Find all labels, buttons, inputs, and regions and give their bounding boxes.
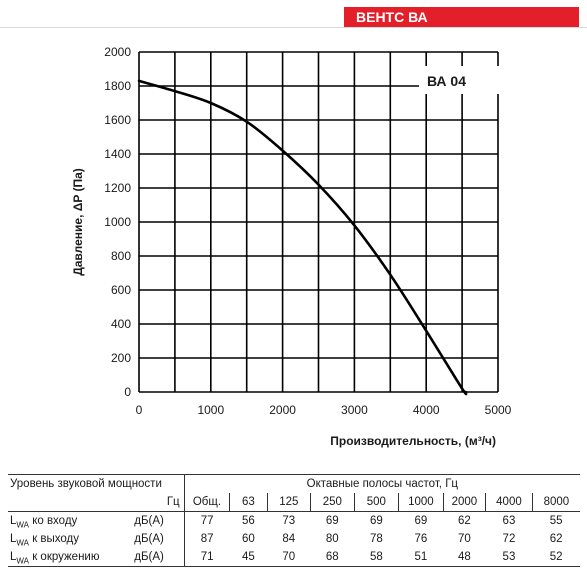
- table-cell: 62: [458, 515, 471, 527]
- performance-curve-layer: [137, 79, 468, 396]
- sound-power-table: Уровень звуковой мощности Октавные полос…: [8, 474, 580, 567]
- col-header: 4000: [485, 493, 533, 512]
- y-axis-title: Давление, ΔP (Па): [71, 168, 85, 276]
- x-tick-label: 2000: [269, 403, 296, 417]
- col-header: 1000: [398, 493, 444, 512]
- table-cell: 70: [458, 533, 471, 545]
- table-cell: 48: [443, 548, 486, 567]
- y-tick-label: 1400: [104, 147, 131, 161]
- y-tick-label: 0: [124, 385, 131, 399]
- y-tick-label: 1000: [104, 215, 131, 229]
- brand-badge: ВЕНТС ВА: [344, 7, 579, 27]
- y-tick-label: 400: [111, 317, 131, 331]
- y-tick-label: 1200: [104, 181, 131, 195]
- row-label: LWA к выходу: [10, 533, 80, 548]
- y-tick-label: 600: [111, 283, 131, 297]
- table-row-outlet: LWA к выходу дБ(А) 87 60 84 80 78 76 70 …: [8, 530, 580, 548]
- row-label: LWA к окружению: [8, 548, 131, 567]
- table-cell: 69: [325, 515, 339, 527]
- table-cell: 87: [183, 530, 230, 548]
- table-cell: 72: [502, 533, 516, 545]
- table-cell: 55: [549, 515, 563, 527]
- x-axis-title: Производительность, (м³/ч): [330, 434, 496, 448]
- model-label: ВА 04: [427, 73, 466, 89]
- unit-hz: Гц: [130, 493, 185, 512]
- x-tick-label: 5000: [485, 403, 512, 417]
- grid: [138, 51, 499, 393]
- table-cell: 77: [183, 511, 230, 530]
- row-unit: дБ(А): [134, 515, 164, 527]
- table-cell: 73: [282, 515, 296, 527]
- y-tick-label: 2000: [104, 45, 131, 59]
- table-cell: 53: [485, 548, 533, 567]
- table-cell: 76: [414, 533, 428, 545]
- x-tick-label: 3000: [341, 403, 368, 417]
- x-tick-label: 4000: [413, 403, 440, 417]
- y-tick-label: 200: [111, 351, 131, 365]
- table-cell: 84: [282, 533, 296, 545]
- table-cell: 56: [241, 515, 255, 527]
- col-header: 63: [229, 493, 268, 512]
- table-cell: 52: [532, 548, 580, 567]
- col-header: 250: [310, 493, 355, 512]
- col-header: 125: [266, 493, 311, 512]
- table-row-surroundings: LWA к окружению дБ(А) 71 45 70 68 58 51 …: [8, 548, 580, 567]
- axis-ticks: 0 1000 2000 3000 4000 5000 0 200 400 600 800 1000 12…: [104, 45, 511, 417]
- header-band: [0, 10, 587, 28]
- y-tick-label: 1800: [104, 79, 131, 93]
- model-label-background: [419, 66, 501, 94]
- row-label: LWA ко входу: [10, 515, 78, 530]
- table-cell: 71: [183, 548, 230, 567]
- table-cell: 80: [325, 533, 339, 545]
- table-cell: 58: [354, 548, 399, 567]
- col-header: 8000: [531, 493, 580, 512]
- row-unit: дБ(А): [130, 548, 185, 567]
- col-header: 500: [353, 493, 399, 512]
- table-cell: 62: [549, 533, 563, 545]
- table-cell: 78: [369, 533, 383, 545]
- table-blank-cell: [8, 493, 131, 512]
- table-cell: 51: [398, 548, 444, 567]
- table-cell: 69: [414, 515, 428, 527]
- bands-title: Октавные полосы частот, Гц: [183, 474, 580, 493]
- table-cell: 68: [310, 548, 355, 567]
- table-cell: 63: [502, 515, 516, 527]
- table-title: Уровень звуковой мощности: [8, 474, 185, 493]
- table-header-row-2: Гц Общ. 63 125 250 500 1000 2000 4000 80…: [8, 493, 580, 512]
- col-header: Общ.: [183, 493, 230, 512]
- x-tick-label: 1000: [197, 403, 224, 417]
- table-cell: 60: [241, 533, 255, 545]
- table-cell: 69: [369, 515, 383, 527]
- table-header-row-1: Уровень звуковой мощности Октавные полос…: [8, 474, 580, 493]
- table-cell: 45: [229, 548, 268, 567]
- y-tick-label: 800: [111, 249, 131, 263]
- y-tick-label: 1600: [104, 113, 131, 127]
- row-unit: дБ(А): [134, 533, 164, 545]
- performance-curve: [137, 79, 468, 396]
- x-tick-label: 0: [136, 403, 143, 417]
- table-row-inlet: LWA ко входу дБ(А) 77 56 73 69 69 69 62 …: [8, 511, 580, 530]
- pressure-flow-chart: 0 1000 2000 3000 4000 5000 0 200 400 600 800 1000 12…: [71, 45, 512, 448]
- table-cell: 70: [267, 548, 311, 567]
- col-header: 2000: [442, 493, 486, 512]
